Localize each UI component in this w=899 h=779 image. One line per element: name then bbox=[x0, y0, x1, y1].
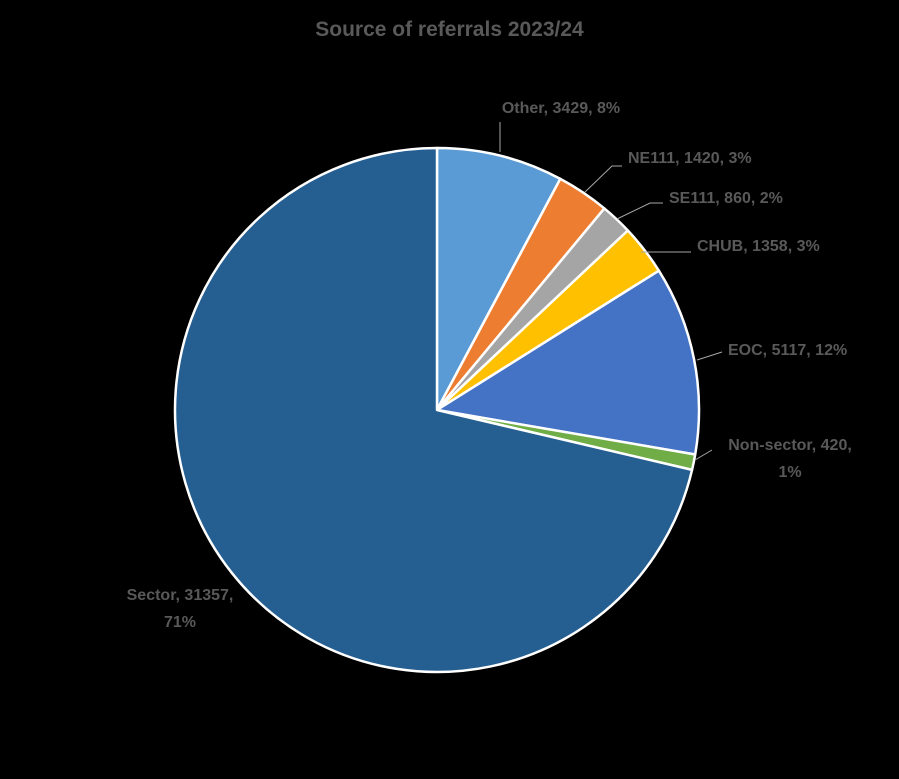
data-label-non-sector: Non-sector, 420, 1% bbox=[728, 437, 852, 481]
data-label-eoc: EOC, 5117, 12% bbox=[728, 342, 847, 359]
pie-slice-sector bbox=[173, 146, 694, 674]
leader-line-non-sector bbox=[694, 449, 713, 461]
data-label-other: Other, 3429, 8% bbox=[502, 100, 620, 117]
data-label-line: Sector, 31357, bbox=[127, 587, 234, 604]
data-label-line: 71% bbox=[164, 614, 196, 631]
data-label-ne111: NE111, 1420, 3% bbox=[628, 150, 752, 167]
data-label-line: Other, 3429, 8% bbox=[502, 100, 620, 117]
leader-line-eoc bbox=[696, 351, 723, 361]
data-label-line: 1% bbox=[778, 464, 801, 481]
data-label-line: EOC, 5117, 12% bbox=[728, 342, 847, 359]
pie-slice-eoc bbox=[435, 269, 701, 456]
leader-line-se111 bbox=[616, 202, 663, 220]
data-label-line: CHUB, 1358, 3% bbox=[697, 238, 820, 255]
leader-lines-layer bbox=[499, 122, 723, 461]
data-labels-layer: Other, 3429, 8% NE111, 1420, 3% SE111, 860… bbox=[127, 100, 852, 631]
leader-line-ne111 bbox=[584, 165, 622, 193]
data-label-line: Non-sector, 420, bbox=[728, 437, 852, 454]
pie-slice-other bbox=[435, 146, 562, 412]
data-label-line: NE111, 1420, 3% bbox=[628, 150, 752, 167]
slices-layer bbox=[173, 146, 701, 674]
data-label-se111: SE111, 860, 2% bbox=[669, 190, 783, 207]
data-label-sector: Sector, 31357, 71% bbox=[127, 587, 234, 631]
chart-title: Source of referrals 2023/24 bbox=[315, 18, 584, 41]
data-label-line: SE111, 860, 2% bbox=[669, 190, 783, 207]
data-label-chub: CHUB, 1358, 3% bbox=[697, 238, 820, 255]
